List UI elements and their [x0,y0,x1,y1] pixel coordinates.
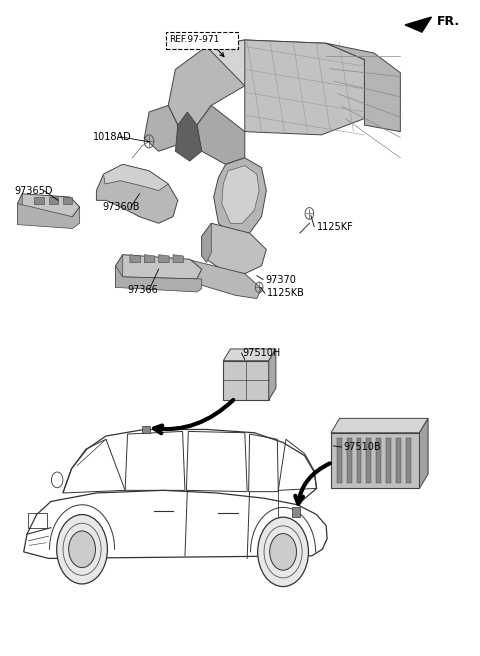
Polygon shape [116,255,202,279]
Bar [357,438,361,483]
Polygon shape [222,166,259,223]
Bar [347,438,351,483]
Polygon shape [223,349,276,361]
Text: 97510H: 97510H [242,348,281,358]
Text: 97370: 97370 [265,275,296,285]
Polygon shape [116,255,123,287]
Polygon shape [17,203,80,228]
Polygon shape [144,255,155,262]
Polygon shape [197,106,245,165]
Polygon shape [17,194,80,216]
Polygon shape [331,419,428,433]
Polygon shape [182,259,262,298]
Polygon shape [214,158,266,236]
Polygon shape [63,197,72,203]
Circle shape [57,514,108,584]
Text: 97360B: 97360B [102,202,140,212]
Polygon shape [116,266,202,292]
Bar [366,438,371,483]
Polygon shape [48,197,58,203]
Text: 1125KF: 1125KF [317,222,353,232]
Polygon shape [175,112,202,161]
Polygon shape [202,223,266,274]
Polygon shape [202,223,211,262]
Polygon shape [405,17,432,32]
Bar [386,438,391,483]
Polygon shape [158,255,169,262]
Bar [28,513,47,527]
Polygon shape [130,255,141,262]
Text: 97365D: 97365D [14,186,53,195]
Polygon shape [245,40,364,135]
Polygon shape [420,419,428,488]
Polygon shape [17,194,22,224]
Text: 1018AD: 1018AD [93,132,132,142]
Bar [142,426,151,434]
Polygon shape [206,40,364,86]
Polygon shape [96,165,178,223]
Bar [376,438,381,483]
Circle shape [258,517,309,586]
Polygon shape [326,43,400,132]
Text: REF.97-971: REF.97-971 [169,35,219,45]
FancyBboxPatch shape [331,433,420,488]
Polygon shape [104,165,168,190]
Bar [337,438,342,483]
Polygon shape [173,255,183,262]
Polygon shape [168,40,245,125]
Polygon shape [34,197,44,203]
Circle shape [270,533,297,570]
Text: 97510B: 97510B [343,442,381,452]
Bar [292,506,300,516]
Bar [396,438,401,483]
Circle shape [69,531,96,567]
Bar [406,438,410,483]
Polygon shape [144,106,178,152]
FancyBboxPatch shape [223,361,269,400]
Text: 97366: 97366 [128,285,158,295]
Text: FR.: FR. [437,15,460,28]
Text: 1125KB: 1125KB [267,288,305,298]
FancyBboxPatch shape [166,32,238,49]
Polygon shape [269,349,276,400]
